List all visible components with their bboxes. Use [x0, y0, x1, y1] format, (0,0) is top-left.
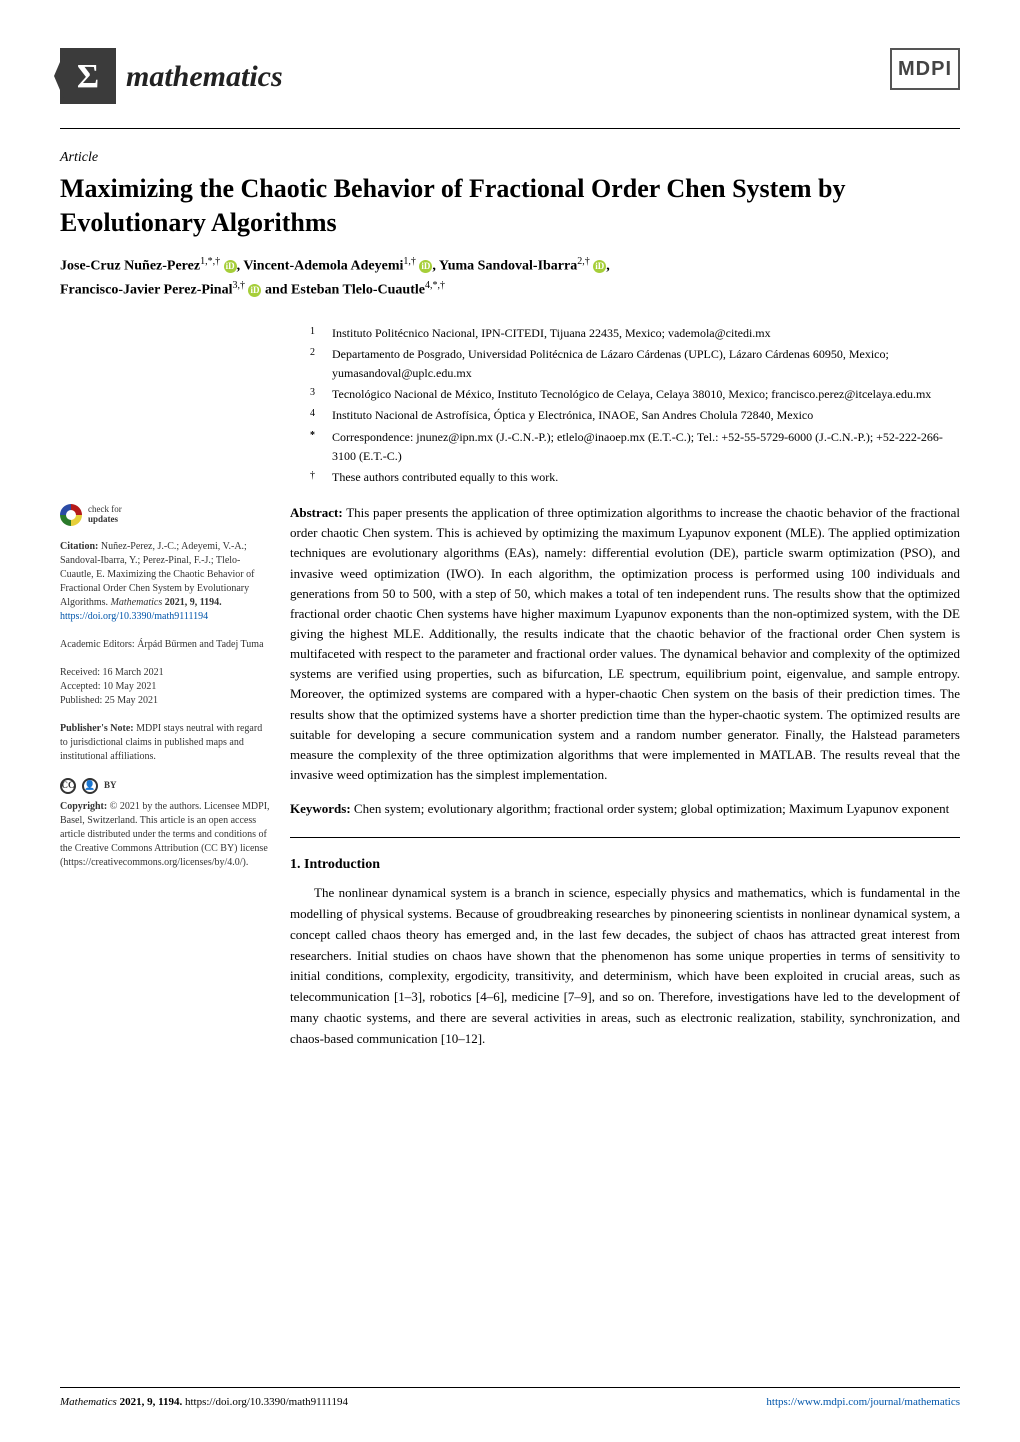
footer-ref: 2021, 9, 1194.	[120, 1396, 185, 1408]
affiliation-row: 4 Instituto Nacional de Astrofísica, Ópt…	[310, 406, 960, 425]
author-2-sup: 1,†	[403, 256, 416, 267]
section-1-body: The nonlinear dynamical system is a bran…	[290, 883, 960, 1049]
check-updates-l2: updates	[88, 515, 122, 525]
citation-doi[interactable]: https://doi.org/10.3390/math9111194	[60, 611, 208, 622]
page: Σ mathematics MDPI Article Maximizing th…	[0, 0, 1020, 1442]
affiliation-row: 2 Departamento de Posgrado, Universidad …	[310, 345, 960, 383]
orcid-icon: iD	[593, 260, 606, 273]
orcid-icon: iD	[419, 260, 432, 273]
footer-doi[interactable]: https://doi.org/10.3390/math9111194	[185, 1396, 348, 1408]
keywords-label: Keywords:	[290, 801, 351, 816]
citation-block: Citation: Nuñez-Perez, J.-C.; Adeyemi, V…	[60, 540, 270, 624]
affil-num: †	[310, 468, 324, 487]
citation-ref: 2021, 9, 1194.	[162, 597, 221, 608]
by-label: BY	[104, 779, 117, 792]
author-3-sup: 2,†	[577, 256, 590, 267]
cc-icon: CC	[60, 778, 76, 794]
affil-text: Instituto Nacional de Astrofísica, Óptic…	[332, 406, 960, 425]
footer-journal: Mathematics	[60, 1396, 120, 1408]
sidebar: check for updates Citation: Nuñez-Perez,…	[60, 324, 270, 884]
mdpi-logo: MDPI	[890, 48, 960, 90]
article-type: Article	[60, 147, 960, 168]
publisher-note: Publisher's Note: MDPI stays neutral wit…	[60, 722, 270, 764]
top-rule	[60, 128, 960, 129]
affil-text: Instituto Politécnico Nacional, IPN-CITE…	[332, 324, 960, 343]
affil-text: Departamento de Posgrado, Universidad Po…	[332, 345, 960, 383]
footer-left: Mathematics 2021, 9, 1194. https://doi.o…	[60, 1394, 348, 1411]
article-title: Maximizing the Chaotic Behavior of Fract…	[60, 172, 960, 240]
check-updates-icon	[60, 504, 82, 526]
by-icon: 👤	[82, 778, 98, 794]
accepted: Accepted: 10 May 2021	[60, 680, 270, 694]
author-2: , Vincent-Ademola Adeyemi	[237, 258, 404, 273]
author-1: Jose-Cruz Nuñez-Perez	[60, 258, 200, 273]
cc-badge-row: CC 👤 BY	[60, 778, 270, 794]
received: Received: 16 March 2021	[60, 666, 270, 680]
affil-text: Tecnológico Nacional de México, Institut…	[332, 385, 960, 404]
keywords: Keywords: Chen system; evolutionary algo…	[290, 799, 960, 819]
affil-num: 2	[310, 345, 324, 383]
author-1-sup: 1,*,†	[200, 256, 220, 267]
two-column-layout: check for updates Citation: Nuñez-Perez,…	[60, 324, 960, 1050]
dates-block: Received: 16 March 2021 Accepted: 10 May…	[60, 666, 270, 708]
affiliations: 1 Instituto Politécnico Nacional, IPN-CI…	[290, 324, 960, 488]
affiliation-row: 1 Instituto Politécnico Nacional, IPN-CI…	[310, 324, 960, 343]
section-rule	[290, 837, 960, 838]
affil-text: Correspondence: jnunez@ipn.mx (J.-C.N.-P…	[332, 428, 960, 466]
affil-num: 4	[310, 406, 324, 425]
header: Σ mathematics MDPI	[60, 48, 960, 104]
check-updates-text: check for updates	[88, 505, 122, 525]
editors-block: Academic Editors: Árpád Bűrmen and Tadej…	[60, 638, 270, 652]
keywords-text: Chen system; evolutionary algorithm; fra…	[351, 801, 950, 816]
affiliation-row: * Correspondence: jnunez@ipn.mx (J.-C.N.…	[310, 428, 960, 466]
affil-num: 1	[310, 324, 324, 343]
pubnote-label: Publisher's Note:	[60, 723, 134, 734]
abstract-label: Abstract:	[290, 505, 343, 520]
copyright-label: Copyright:	[60, 801, 107, 812]
author-4: Francisco-Javier Perez-Pinal	[60, 282, 232, 297]
authors: Jose-Cruz Nuñez-Perez1,*,† iD, Vincent-A…	[60, 254, 960, 302]
citation-label: Citation:	[60, 541, 98, 552]
sigma-icon: Σ	[60, 48, 116, 104]
citation-journal: Mathematics	[111, 597, 163, 608]
sigma-glyph: Σ	[77, 51, 99, 102]
journal-logo: Σ mathematics	[60, 48, 283, 104]
footer-right[interactable]: https://www.mdpi.com/journal/mathematics	[766, 1394, 960, 1411]
main-column: 1 Instituto Politécnico Nacional, IPN-CI…	[290, 324, 960, 1050]
author-5-sup: 4,*,†	[425, 280, 445, 291]
journal-name: mathematics	[126, 54, 283, 99]
affil-num: *	[310, 428, 324, 466]
copyright-block: Copyright: © 2021 by the authors. Licens…	[60, 800, 270, 870]
author-4-sup: 3,†	[232, 280, 245, 291]
orcid-icon: iD	[224, 260, 237, 273]
section-1-heading: 1. Introduction	[290, 854, 960, 875]
published: Published: 25 May 2021	[60, 694, 270, 708]
abstract-text: This paper presents the application of t…	[290, 505, 960, 782]
affiliation-row: 3 Tecnológico Nacional de México, Instit…	[310, 385, 960, 404]
affil-text: These authors contributed equally to thi…	[332, 468, 960, 487]
orcid-icon: iD	[248, 284, 261, 297]
affil-num: 3	[310, 385, 324, 404]
abstract: Abstract: This paper presents the applic…	[290, 503, 960, 785]
affiliation-row: † These authors contributed equally to t…	[310, 468, 960, 487]
check-updates[interactable]: check for updates	[60, 504, 270, 526]
footer: Mathematics 2021, 9, 1194. https://doi.o…	[60, 1387, 960, 1411]
author-3: , Yuma Sandoval-Ibarra	[432, 258, 577, 273]
author-5: and Esteban Tlelo-Cuautle	[261, 282, 425, 297]
